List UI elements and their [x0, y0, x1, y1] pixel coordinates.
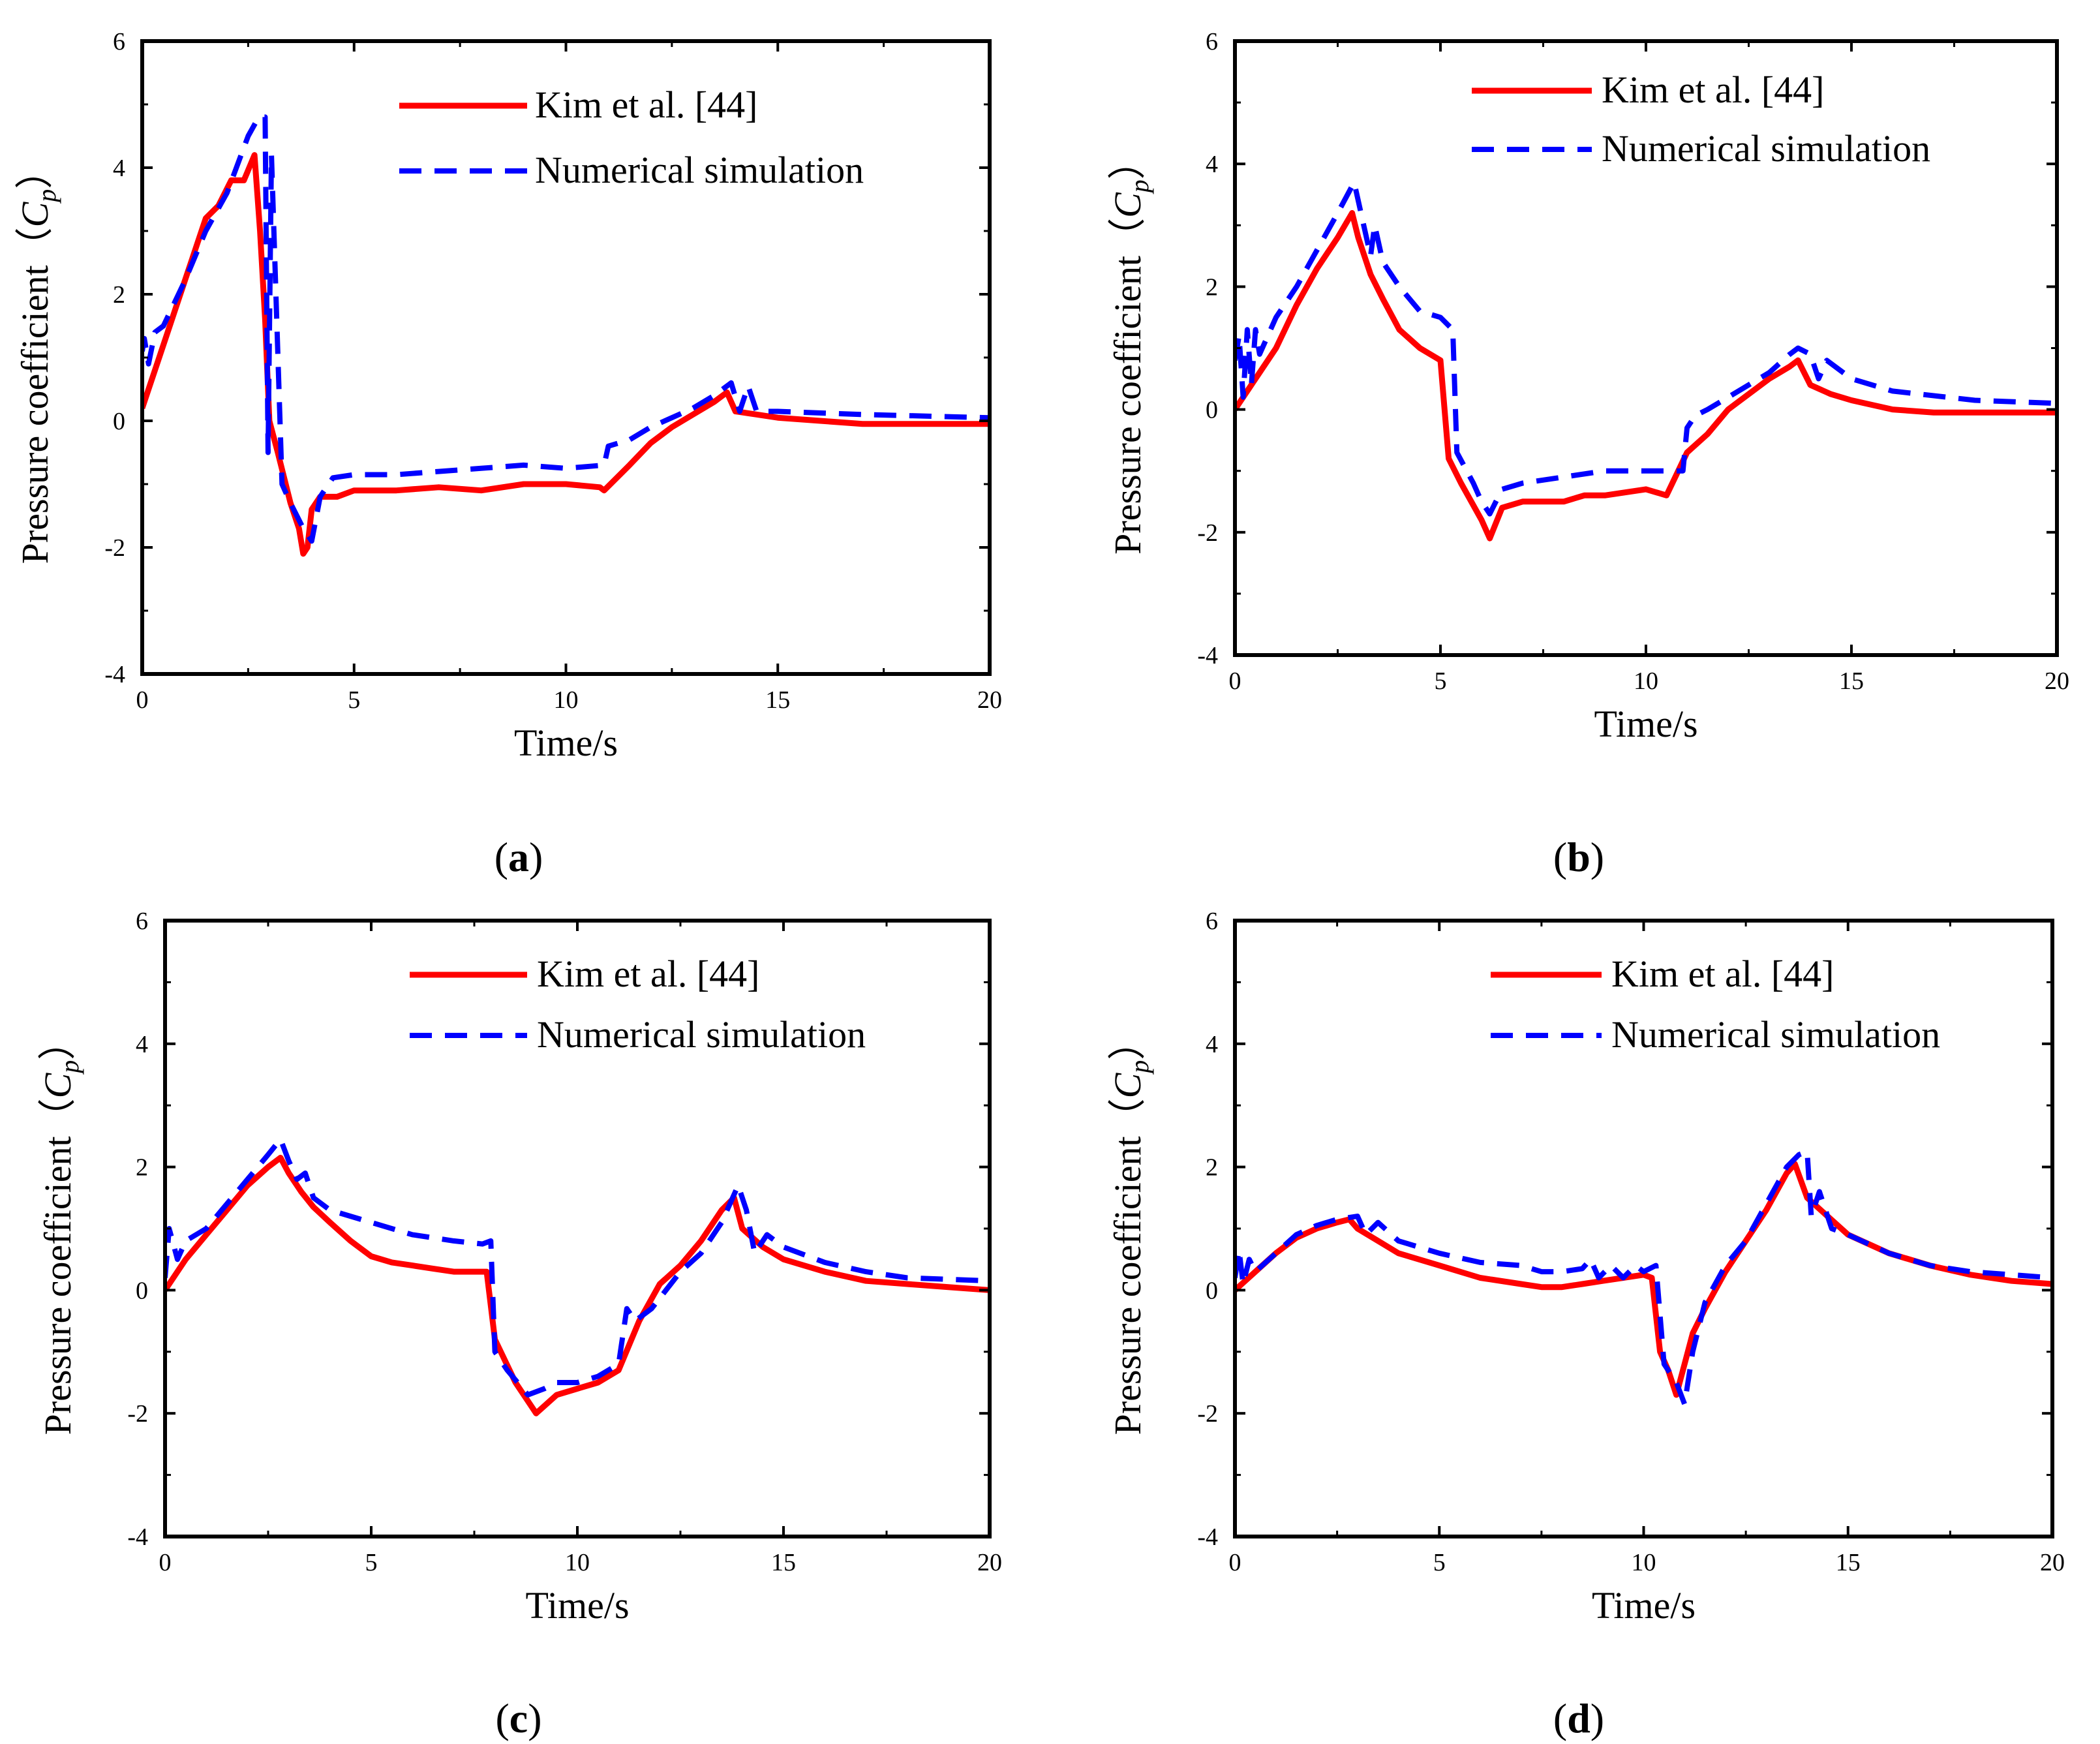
panel-label-b: (b)	[1553, 834, 1604, 880]
series-line-kim-c	[165, 1154, 990, 1416]
y-tick-label: 0	[1206, 397, 1218, 424]
x-axis-title: Time/s	[1594, 703, 1697, 745]
legend-label-kim: Kim et al. [44]	[537, 953, 759, 995]
panel-label-c: (c)	[495, 1695, 541, 1741]
y-tick-label: 2	[136, 1154, 148, 1182]
series-line-numerical-d	[1235, 1149, 2052, 1407]
x-axis-title: Time/s	[1592, 1584, 1696, 1627]
y-tick-label: 6	[1206, 28, 1218, 55]
chart-panel-b: 0 5 10 15 20 -4 -2 0 2 4 6 Time/s Pressure coefficie…	[1106, 28, 2069, 745]
y-tick-label: -4	[127, 1523, 148, 1551]
legend-d: Kim et al. [44] Numerical simulation	[1491, 953, 1940, 1056]
y-axis-title: Pressure coefficient（Cp）	[1106, 142, 1154, 555]
panel-label-d: (d)	[1553, 1695, 1604, 1741]
series-line-numerical-a	[142, 114, 990, 544]
x-tick-label: 10	[1634, 667, 1658, 695]
x-tick-label: 15	[1839, 667, 1864, 695]
series-line-numerical-c	[165, 1137, 990, 1398]
x-tick-label: 15	[771, 1549, 796, 1576]
x-tick-label: 0	[159, 1549, 172, 1576]
legend-label-numerical: Numerical simulation	[1611, 1013, 1940, 1056]
x-tick-label: 10	[1632, 1549, 1656, 1576]
y-tick-label: 6	[113, 28, 125, 55]
x-tick-label: 5	[1435, 667, 1447, 695]
x-tick-label: 0	[136, 686, 149, 714]
series-line-numerical-b	[1235, 179, 2057, 517]
y-tick-label: 2	[113, 281, 125, 309]
y-tick-label: 2	[1206, 1154, 1218, 1182]
x-tick-label: 0	[1229, 1549, 1241, 1576]
x-tick-label: 20	[2045, 667, 2069, 695]
y-axis-title: Pressure coefficient（Cp）	[14, 151, 61, 564]
y-tick-label: 4	[136, 1031, 148, 1058]
y-tick-label: 4	[113, 155, 125, 182]
chart-panel-a: 0 5 10 15 20 -4 -2 0 2 4 6 Time/s Pressure coefficie…	[14, 28, 1002, 764]
x-tick-label: 20	[977, 1549, 1002, 1576]
x-tick-label: 0	[1229, 667, 1241, 695]
x-tick-label: 5	[1433, 1549, 1446, 1576]
legend-label-numerical: Numerical simulation	[535, 149, 864, 191]
y-axis-title: Pressure coefficient（Cp）	[1106, 1022, 1154, 1435]
y-tick-label: -4	[104, 661, 125, 688]
y-tick-label: 0	[113, 408, 125, 435]
legend-label-kim: Kim et al. [44]	[1611, 953, 1834, 995]
x-tick-label: 15	[765, 686, 790, 714]
panel-label-a: (a)	[495, 834, 543, 880]
legend-label-numerical: Numerical simulation	[537, 1013, 866, 1056]
series-line-kim-a	[142, 152, 990, 557]
y-tick-label: 6	[136, 908, 148, 935]
x-axis-title: Time/s	[514, 722, 618, 764]
x-tick-label: 20	[2040, 1549, 2065, 1576]
y-tick-label: -2	[1197, 519, 1218, 547]
y-tick-label: -2	[127, 1400, 148, 1428]
legend-label-numerical: Numerical simulation	[1602, 127, 1930, 170]
x-tick-label: 10	[565, 1549, 590, 1576]
x-tick-label: 5	[365, 1549, 378, 1576]
y-axis-title: Pressure coefficient（Cp）	[37, 1022, 84, 1435]
y-tick-label: 2	[1206, 273, 1218, 301]
chart-panel-c: 0 5 10 15 20 -4 -2 0 2 4 6 Time/s Pressure coefficie…	[37, 908, 1002, 1627]
legend-a: Kim et al. [44] Numerical simulation	[399, 84, 864, 191]
x-tick-label: 15	[1836, 1549, 1861, 1576]
y-tick-label: 0	[136, 1277, 148, 1304]
legend-b: Kim et al. [44] Numerical simulation	[1472, 69, 1930, 170]
y-tick-label: -4	[1197, 642, 1218, 669]
x-tick-label: 5	[348, 686, 360, 714]
legend-label-kim: Kim et al. [44]	[535, 84, 757, 126]
y-tick-label: 6	[1206, 908, 1218, 935]
x-tick-label: 10	[554, 686, 579, 714]
y-tick-label: -2	[104, 534, 125, 562]
legend-c: Kim et al. [44] Numerical simulation	[410, 953, 866, 1056]
y-tick-label: 4	[1206, 151, 1218, 178]
y-tick-label: -2	[1197, 1400, 1218, 1428]
series-line-kim-b	[1235, 210, 2057, 542]
legend-label-kim: Kim et al. [44]	[1602, 69, 1824, 111]
y-tick-label: -4	[1197, 1523, 1218, 1551]
chart-panel-d: 0 5 10 15 20 -4 -2 0 2 4 6 Time/s Pressure coefficie…	[1106, 908, 2065, 1627]
x-tick-label: 20	[977, 686, 1002, 714]
y-tick-label: 4	[1206, 1031, 1218, 1058]
series-line-kim-d	[1235, 1161, 2052, 1398]
y-tick-label: 0	[1206, 1277, 1218, 1304]
x-axis-title: Time/s	[525, 1584, 629, 1627]
